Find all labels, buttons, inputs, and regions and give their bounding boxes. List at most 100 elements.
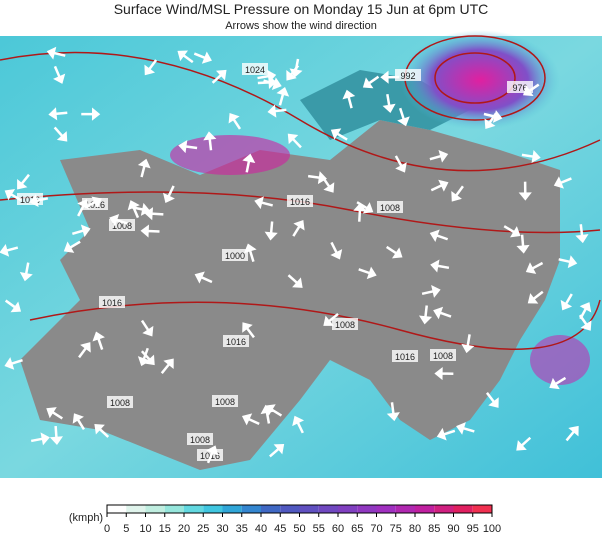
wind-arrow (260, 404, 274, 424)
wind-arrow (429, 149, 449, 163)
isobar-label: 1016 (85, 200, 105, 210)
isobar-label-bg (430, 349, 456, 361)
wind-arrow (323, 312, 339, 326)
isobar-label-bg (222, 249, 248, 261)
low-pressure (400, 30, 560, 130)
wind-arrow (287, 133, 302, 149)
wind-band (170, 135, 290, 175)
color-swatch (107, 505, 127, 513)
color-swatch (261, 505, 281, 513)
wind-arrow (523, 83, 540, 97)
wind-arrow (49, 425, 63, 445)
wind-arrow (137, 347, 151, 367)
color-swatch (434, 505, 454, 513)
tick-label: 50 (293, 523, 305, 535)
tick-label: 5 (123, 523, 129, 535)
wind-arrow (30, 432, 50, 446)
wind-arrow (267, 104, 287, 118)
wind-arrow (436, 427, 456, 441)
tick-label: 75 (390, 523, 402, 535)
tick-label: 80 (409, 523, 421, 535)
wind-arrow (421, 285, 441, 298)
wind-arrow (94, 424, 110, 438)
title: Surface Wind/MSL Pressure on Monday 15 J… (114, 1, 489, 17)
isobar-label: 1008 (112, 221, 132, 231)
wind-arrow (503, 225, 521, 238)
wind-arrow (206, 445, 219, 464)
isobar-label: 992 (400, 71, 415, 81)
wind-band (530, 335, 590, 385)
isobar-label: 1016 (102, 298, 122, 308)
subtitle: Arrows show the wind direction (225, 20, 377, 32)
wind-arrow (254, 196, 273, 210)
wind-arrow (4, 189, 22, 202)
wind-arrow (194, 271, 213, 284)
wind-arrow (137, 158, 151, 178)
tick-label: 100 (483, 523, 501, 535)
wind-arrow (53, 126, 68, 142)
wind-arrow (163, 185, 175, 204)
wind-arrow (521, 149, 541, 164)
land (20, 120, 560, 470)
wind-arrow (4, 357, 23, 370)
isobar-label: 1008 (433, 351, 453, 361)
legend: 0 5 10 15 20 25 30 35 40 45 50 55 60 65 70 75 80 85 90 95 10… (104, 504, 501, 535)
isobar-label-bg (332, 318, 358, 330)
isobar-label: 1016 (395, 352, 415, 362)
wind-arrow (461, 334, 475, 354)
wind-arrow (429, 229, 449, 242)
map (0, 30, 602, 478)
wind-arrow (53, 65, 66, 84)
isobar (29, 299, 601, 350)
wind-arrow (160, 358, 174, 374)
wind-arrow (451, 185, 464, 202)
isobar-label-bg (212, 395, 238, 407)
wind-arrow (397, 107, 410, 127)
wind-arrow (456, 422, 475, 435)
wind-arrow (72, 413, 86, 431)
color-swatch (357, 505, 377, 513)
wind-arrow (140, 319, 154, 337)
wind-arrow (380, 70, 400, 84)
wind-arrow (394, 155, 407, 173)
color-swatch (164, 505, 184, 513)
isobar-label-bg (395, 69, 421, 81)
wind-arrow (264, 221, 278, 241)
isobar-label-bg (392, 350, 418, 362)
wind-arrow (386, 402, 400, 422)
wind-arrow (92, 331, 105, 350)
isobar-labels: 1024 976 992 1016 1008 1016 1000 1008 1016 1016 10… (17, 63, 533, 461)
isobar-label: 1000 (225, 251, 245, 261)
wind-arrow (330, 241, 343, 260)
wind-arrow (430, 259, 450, 273)
wind-arrow (178, 140, 198, 154)
wind-arrow (63, 240, 81, 253)
color-swatch (338, 505, 358, 513)
wind-arrow (549, 376, 567, 390)
isobar-label: 1008 (110, 398, 130, 408)
tick-label: 20 (178, 523, 190, 535)
tick-label: 60 (332, 523, 344, 535)
wind-arrow (17, 173, 30, 190)
tick-label: 15 (159, 523, 171, 535)
color-swatch (472, 505, 492, 513)
wind-arrows (0, 46, 592, 464)
color-swatch (203, 505, 223, 513)
isobar-label: 976 (512, 83, 527, 93)
wind-arrow (434, 366, 454, 381)
wind-arrow (484, 112, 498, 130)
wind-arrow (362, 75, 380, 89)
wind-arrow (276, 86, 290, 106)
wind-arrow (77, 199, 89, 217)
wind-arrow (382, 94, 396, 113)
wind-arrow (241, 413, 260, 426)
isobar-label: 1016 (290, 197, 310, 207)
wind-arrow (358, 266, 377, 280)
color-swatch (126, 505, 146, 513)
isobar-label-bg (242, 63, 268, 75)
color-swatch (395, 505, 415, 513)
isobar-label: 1016 (226, 337, 246, 347)
wind-arrow (330, 128, 348, 141)
color-swatch (318, 505, 338, 513)
wind-arrow (243, 243, 257, 263)
